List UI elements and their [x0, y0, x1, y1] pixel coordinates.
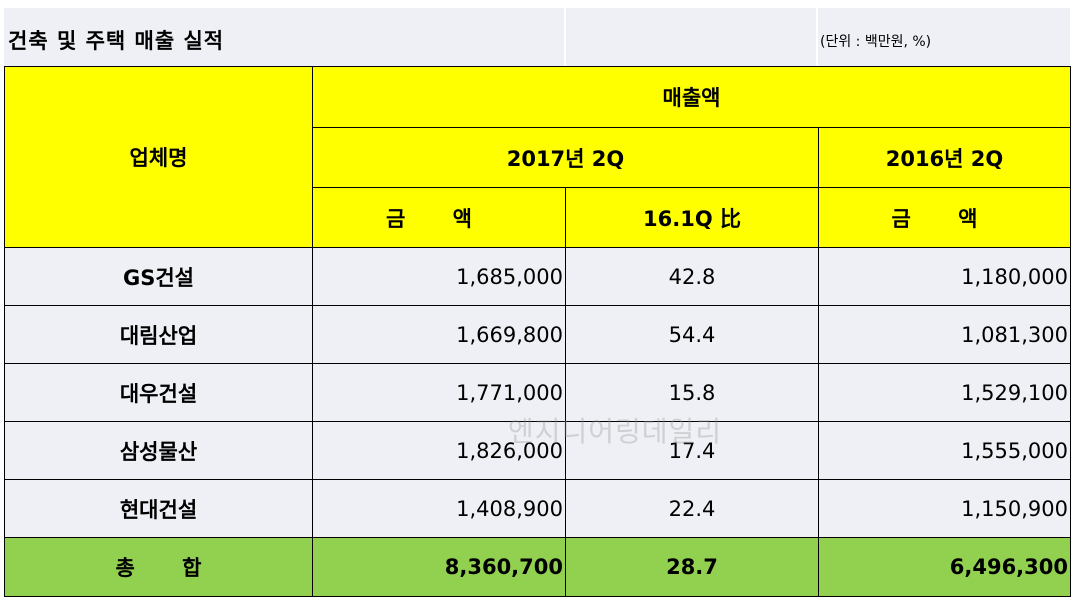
ratio-value: 15.8	[565, 363, 819, 422]
amount-2017: 1,408,900	[312, 479, 566, 538]
table-row: 현대건설 1,408,900 22.4 1,150,900	[4, 479, 1071, 538]
header-row-period: 2017년 2Q 2016년 2Q	[5, 127, 1071, 188]
header-row-sales: 업체명 매출액	[4, 66, 1071, 248]
company-name: GS건설	[4, 247, 313, 306]
table-row: 대우건설 1,771,000 15.8 1,529,100	[4, 363, 1071, 422]
sales-table: 업체명 매출액 2017년 2Q 2016년 2Q 금 액 16.1Q 比 금 …	[4, 66, 1071, 597]
ratio-value: 22.4	[565, 479, 819, 538]
title-cell	[4, 8, 564, 66]
ratio-value: 17.4	[565, 421, 819, 480]
amount-2017: 1,771,000	[312, 363, 566, 422]
amount-2017-header: 금 액	[312, 187, 566, 248]
company-header: 업체명	[4, 66, 313, 248]
unit-cell	[818, 8, 1070, 66]
page-title: 건축 및 주택 매출 실적	[8, 29, 225, 53]
period-2016-header: 2016년 2Q	[818, 127, 1071, 188]
company-name: 삼성물산	[4, 421, 313, 480]
total-label: 총 합	[4, 537, 313, 597]
title-spacer-cell	[566, 8, 816, 66]
table-row: GS건설 1,685,000 42.8 1,180,000	[4, 247, 1071, 306]
ratio-value: 54.4	[565, 305, 819, 364]
company-name: 대우건설	[4, 363, 313, 422]
amount-2016: 1,150,900	[818, 479, 1071, 538]
amount-2016: 1,555,000	[818, 421, 1071, 480]
amount-2016: 1,081,300	[818, 305, 1071, 364]
ratio-header: 16.1Q 比	[565, 187, 819, 248]
title-bar: 건축 및 주택 매출 실적 (단위 : 백만원, %)	[0, 0, 1077, 66]
total-row: 총 합 8,360,700 28.7 6,496,300	[4, 537, 1071, 597]
amount-2016: 1,529,100	[818, 363, 1071, 422]
amount-2017: 1,685,000	[312, 247, 566, 306]
unit-note: (단위 : 백만원, %)	[820, 34, 932, 50]
total-ratio: 28.7	[565, 537, 819, 597]
company-name: 현대건설	[4, 479, 313, 538]
period-2017-header: 2017년 2Q	[312, 127, 819, 188]
ratio-value: 42.8	[565, 247, 819, 306]
table-row: 대림산업 1,669,800 54.4 1,081,300	[4, 305, 1071, 364]
company-name: 대림산업	[4, 305, 313, 364]
table-row: 삼성물산 1,826,000 17.4 1,555,000	[4, 421, 1071, 480]
amount-2016: 1,180,000	[818, 247, 1071, 306]
amount-2017: 1,826,000	[312, 421, 566, 480]
sales-header: 매출액	[312, 66, 1071, 128]
amount-2016-header: 금 액	[818, 187, 1071, 248]
header-row-metrics: 금 액 16.1Q 比 금 액	[5, 187, 1071, 248]
total-amount-2016: 6,496,300	[818, 537, 1071, 597]
amount-2017: 1,669,800	[312, 305, 566, 364]
total-amount-2017: 8,360,700	[312, 537, 566, 597]
